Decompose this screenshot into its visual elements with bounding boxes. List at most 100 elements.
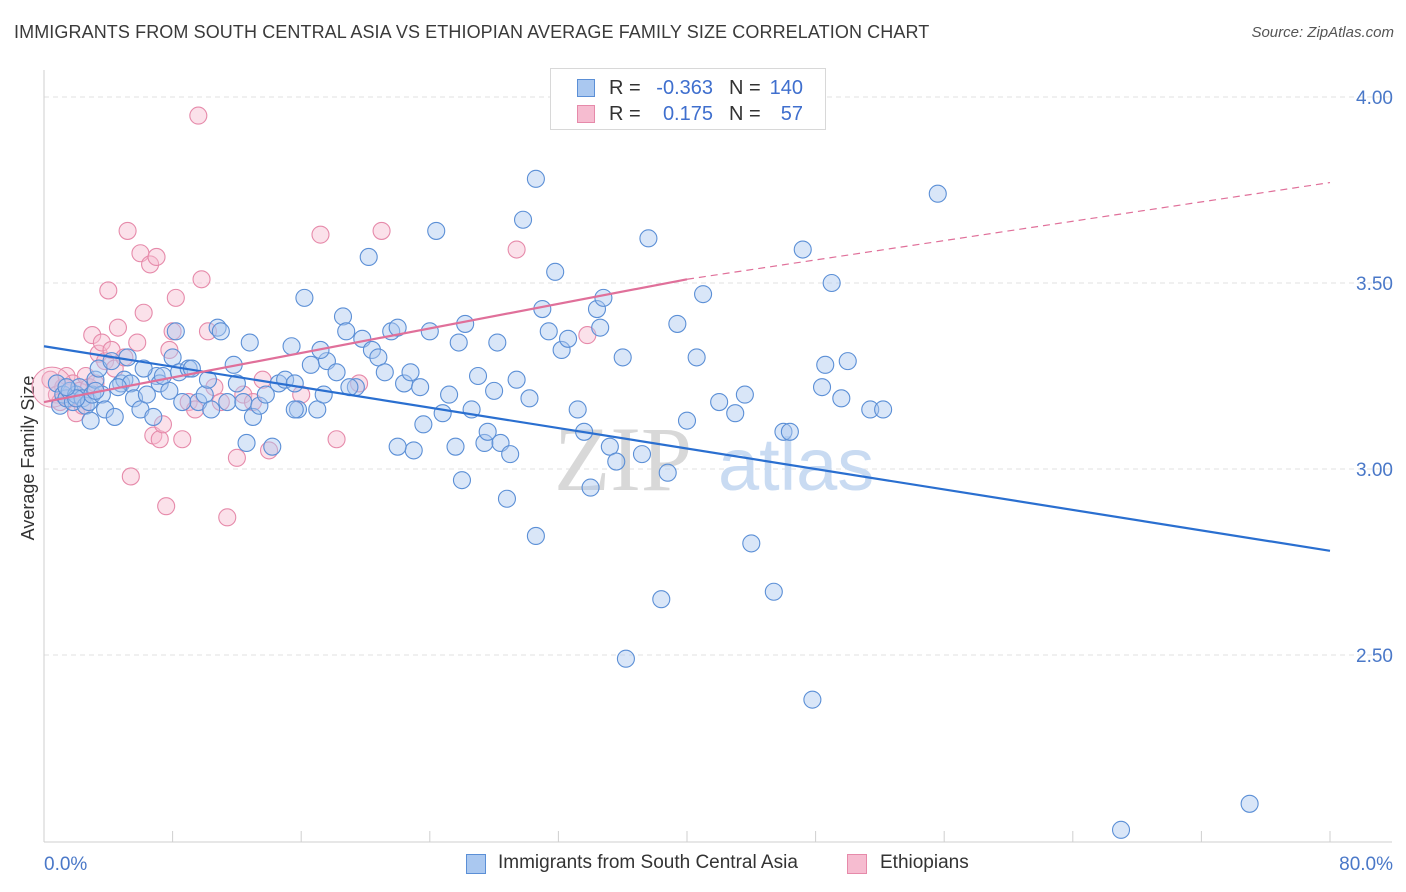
south-central-asia-point	[137, 385, 156, 404]
south-central-asia-point	[928, 184, 947, 203]
ethiopians-point	[118, 221, 137, 240]
south-central-asia-point	[327, 363, 346, 382]
watermark-zip: ZIP	[554, 408, 692, 510]
south-central-asia-point	[632, 445, 652, 464]
south-central-asia-point	[433, 404, 452, 423]
y-tick-label: 4.00	[1356, 88, 1393, 109]
ethiopians-point	[507, 240, 526, 259]
south-central-asia-point	[401, 363, 420, 382]
legend-r-label: R =	[609, 77, 641, 99]
south-central-asia-point	[475, 433, 494, 453]
south-central-asia-point	[838, 352, 857, 371]
ethiopians-point	[157, 497, 176, 516]
south-central-asia-point	[420, 322, 439, 341]
south-central-asia-point	[497, 489, 517, 508]
ethiopians-point	[192, 270, 211, 289]
bottom-legend-swatch-blue	[466, 854, 486, 874]
ethiopians-point	[327, 430, 346, 449]
ethiopians-point	[311, 225, 330, 244]
south-central-asia-point	[449, 333, 468, 352]
south-central-asia-point	[285, 374, 304, 393]
south-central-asia-point	[616, 649, 635, 668]
legend-swatch-pink	[577, 105, 595, 123]
legend-row-series2: R = 0.175 N = 57	[551, 101, 825, 127]
south-central-asia-point	[485, 381, 504, 400]
ethiopians-point	[99, 281, 118, 300]
south-central-asia-point	[742, 534, 761, 553]
south-central-asia-point	[263, 437, 282, 456]
south-central-asia-point	[812, 378, 832, 397]
south-central-asia-point	[594, 288, 613, 307]
south-central-asia-point	[333, 307, 353, 326]
south-central-asia-point	[314, 385, 333, 404]
south-central-asia-point	[668, 314, 687, 333]
south-central-asia-point	[96, 400, 115, 419]
ethiopians-point	[108, 318, 127, 337]
ethiopians-point	[83, 326, 102, 345]
south-central-asia-point	[774, 422, 793, 441]
south-central-asia-point	[587, 299, 607, 319]
south-central-asia-point	[526, 169, 545, 188]
south-central-asia-point	[388, 318, 407, 337]
bottom-legend-label: Ethiopians	[880, 852, 969, 873]
south-central-asia-point	[513, 210, 533, 229]
legend-n-value: 57	[780, 103, 803, 125]
chart-title: IMMIGRANTS FROM SOUTH CENTRAL ASIA VS ET…	[14, 22, 930, 42]
south-central-asia-point	[227, 374, 246, 393]
south-central-asia-point	[507, 370, 526, 389]
ethiopians-point	[147, 247, 166, 267]
south-central-asia-point	[282, 337, 301, 356]
ethiopians-point	[227, 448, 246, 467]
south-central-asia-point	[81, 411, 100, 430]
south-central-asia-point	[404, 441, 423, 460]
ethiopians-point	[205, 378, 224, 397]
south-central-asia-point	[57, 378, 76, 397]
south-central-asia-point	[468, 366, 488, 386]
south-central-asia-point	[501, 445, 520, 464]
south-central-asia-point	[526, 526, 545, 546]
south-central-asia-point	[735, 385, 754, 404]
ethiopians-point	[153, 415, 173, 434]
south-central-asia-point	[613, 348, 632, 367]
ethiopians-point	[92, 333, 111, 352]
south-central-asia-point	[793, 240, 812, 259]
ethiopians-point	[198, 322, 218, 341]
south-central-asia-point	[427, 221, 446, 240]
south-central-asia-point	[710, 392, 729, 412]
south-central-asia-point	[195, 385, 214, 404]
y-tick-label: 2.50	[1356, 646, 1393, 667]
south-central-asia-point	[375, 363, 394, 382]
ethiopians-point	[211, 392, 230, 412]
south-central-asia-point	[677, 411, 697, 430]
ethiopians-trend-extension	[686, 181, 1331, 280]
tick-labels: 4.00 3.50 3.00 2.50 0.0% 80.0%	[44, 88, 1393, 875]
south-central-asia-point	[173, 392, 192, 412]
y-tick-label: 3.50	[1356, 274, 1393, 295]
ethiopians-point	[372, 221, 391, 240]
south-central-asia-point	[308, 400, 327, 419]
south-central-asia-point	[202, 400, 221, 419]
south-central-asia-points	[47, 169, 1259, 839]
south-central-asia-point	[488, 333, 507, 352]
south-central-asia-point	[440, 385, 459, 404]
correlation-legend: R = -0.363 N = 140 R = 0.175 N = 57	[550, 68, 826, 130]
south-central-asia-trend-line	[43, 345, 1331, 552]
ethiopians-trend-line	[43, 278, 688, 404]
south-central-asia-point	[816, 355, 835, 374]
south-central-asia-point	[726, 404, 745, 423]
south-central-asia-point	[166, 322, 185, 341]
south-central-asia-point	[285, 400, 304, 419]
y-tick-label: 3.00	[1356, 460, 1393, 481]
south-central-asia-point	[105, 407, 124, 426]
ethiopians-point	[173, 430, 192, 449]
south-central-asia-point	[600, 437, 619, 456]
ethiopians-point	[234, 385, 253, 404]
south-central-asia-point	[832, 389, 851, 408]
south-central-asia-point	[764, 582, 783, 601]
south-central-asia-point	[822, 273, 841, 293]
legend-swatch-blue	[577, 79, 595, 97]
ethiopians-point	[189, 106, 208, 125]
south-central-asia-point	[211, 322, 230, 341]
south-central-asia-point	[558, 329, 578, 348]
